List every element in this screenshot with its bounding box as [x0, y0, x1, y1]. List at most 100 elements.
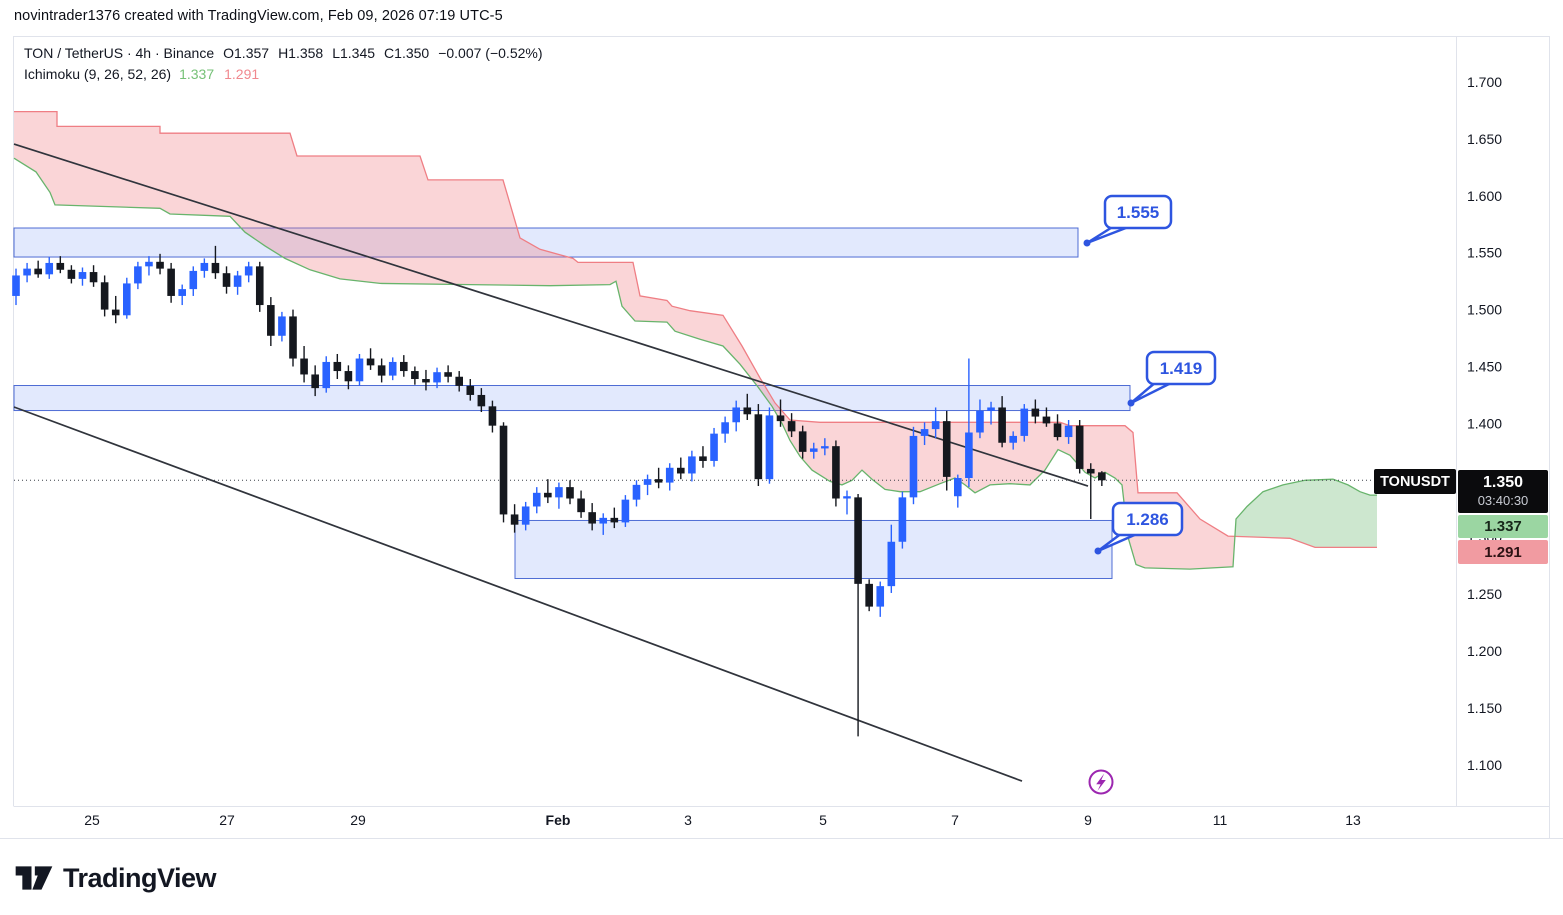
tradingview-logo-icon: [15, 866, 53, 890]
price-callout-1.555[interactable]: 1.555: [1083, 194, 1173, 247]
indicator-name[interactable]: Ichimoku (9, 26, 52, 26): [24, 66, 172, 82]
senkou-span-a-line: [13, 157, 1377, 570]
candle-body: [577, 498, 585, 513]
time-axis-label: 27: [219, 812, 235, 828]
candle-body: [366, 358, 375, 366]
candle-down: [743, 393, 752, 420]
candle-body: [1020, 408, 1029, 436]
candle-body: [433, 372, 441, 383]
candle-down: [942, 410, 951, 491]
candle-up: [244, 261, 253, 283]
last-price-box[interactable]: 1.350 03:40:30: [1458, 470, 1548, 513]
resistance-zone-1.419[interactable]: [13, 385, 1131, 412]
candle-down: [111, 295, 120, 324]
candle-body: [34, 268, 42, 275]
candle-up: [665, 463, 674, 491]
candle-body: [942, 421, 951, 477]
candle-body: [643, 479, 652, 485]
candle-body: [743, 407, 752, 415]
candle-body: [222, 273, 231, 287]
candle-body: [510, 514, 519, 525]
trendlines[interactable]: [13, 143, 1089, 782]
candle-body: [311, 374, 319, 389]
time-axis-label: 29: [350, 812, 366, 828]
candle-body: [134, 266, 142, 284]
candle-down: [422, 369, 430, 391]
candle-down: [654, 467, 663, 489]
senkou-span-b-line: [14, 110, 1377, 549]
resistance-zone-1.555[interactable]: [13, 227, 1079, 258]
candle-down: [89, 265, 98, 287]
supply-demand-zones[interactable]: [13, 227, 1131, 580]
candle-down: [787, 413, 796, 438]
candle-up: [532, 487, 541, 514]
callout-anchor-dot: [1094, 547, 1102, 555]
lightning-bolt-icon[interactable]: [1088, 769, 1114, 795]
callout-box[interactable]: [1145, 350, 1217, 386]
callout-box[interactable]: [1111, 501, 1184, 537]
candle-up: [599, 513, 608, 535]
candle-down: [211, 245, 220, 279]
candle-body: [100, 282, 109, 310]
candle-down: [588, 503, 596, 531]
candle-body: [1098, 472, 1106, 481]
candle-down: [1075, 419, 1084, 474]
demand-zone-1.286[interactable]: [514, 519, 1113, 580]
callout-price-text: 1.419: [1160, 359, 1203, 378]
candle-body: [233, 275, 242, 287]
candle-down: [444, 365, 452, 383]
candle-down: [510, 504, 519, 533]
candle-down: [754, 404, 763, 486]
candle-up: [887, 524, 896, 593]
candle-down: [776, 399, 785, 427]
candle-body: [111, 309, 120, 316]
candle-down: [311, 365, 319, 397]
symbol-title[interactable]: TON / TetherUS · 4h · Binance: [24, 45, 215, 61]
candle-down: [499, 422, 508, 523]
candle-body: [998, 407, 1006, 443]
candle-body: [200, 262, 209, 271]
price-axis-label: 1.150: [1467, 700, 1502, 716]
candle-body: [798, 431, 807, 452]
candle-body: [333, 361, 342, 372]
lower-channel-line[interactable]: [13, 406, 1023, 782]
candle-down: [255, 261, 264, 312]
candle-body: [255, 266, 264, 306]
candle-up: [45, 257, 54, 279]
candle-down: [455, 371, 463, 392]
candle-body: [488, 406, 497, 426]
price-callouts[interactable]: 1.555 1.419 1.286: [1083, 194, 1217, 555]
price-axis-label: 1.700: [1467, 74, 1502, 90]
candle-up: [965, 358, 973, 488]
candle-up: [233, 270, 242, 295]
candle-body: [566, 487, 574, 499]
candle-down: [488, 400, 497, 433]
callout-box[interactable]: [1103, 194, 1173, 230]
candle-body: [721, 422, 729, 434]
upper-channel-line[interactable]: [13, 143, 1089, 487]
candle-up: [1009, 431, 1017, 450]
indicator-legend[interactable]: Ichimoku (9, 26, 52, 26) 1.337 1.291: [24, 66, 259, 82]
price-callout-1.419[interactable]: 1.419: [1127, 350, 1217, 407]
tradingview-logo[interactable]: TradingView: [14, 858, 217, 898]
candle-body: [289, 316, 297, 359]
candle-body: [477, 394, 486, 407]
candle-body: [156, 261, 164, 269]
candle-up: [688, 450, 696, 482]
price-callout-1.286[interactable]: 1.286: [1094, 501, 1184, 555]
candle-body: [688, 456, 696, 474]
chart-icons[interactable]: [1088, 769, 1114, 795]
candle-body: [765, 415, 774, 480]
candle-up: [843, 490, 851, 515]
symbol-legend[interactable]: TON / TetherUS · 4h · Binance O1.357 H1.35…: [24, 45, 543, 61]
candle-body: [1053, 423, 1062, 438]
time-axis-label: 3: [684, 812, 692, 828]
tradingview-logo-text: TradingView: [63, 862, 217, 893]
candle-up: [909, 426, 918, 505]
candle-body: [1075, 425, 1084, 469]
callout-anchor-dot: [1083, 239, 1091, 247]
candle-down: [1031, 399, 1040, 424]
candle-down: [156, 253, 164, 275]
